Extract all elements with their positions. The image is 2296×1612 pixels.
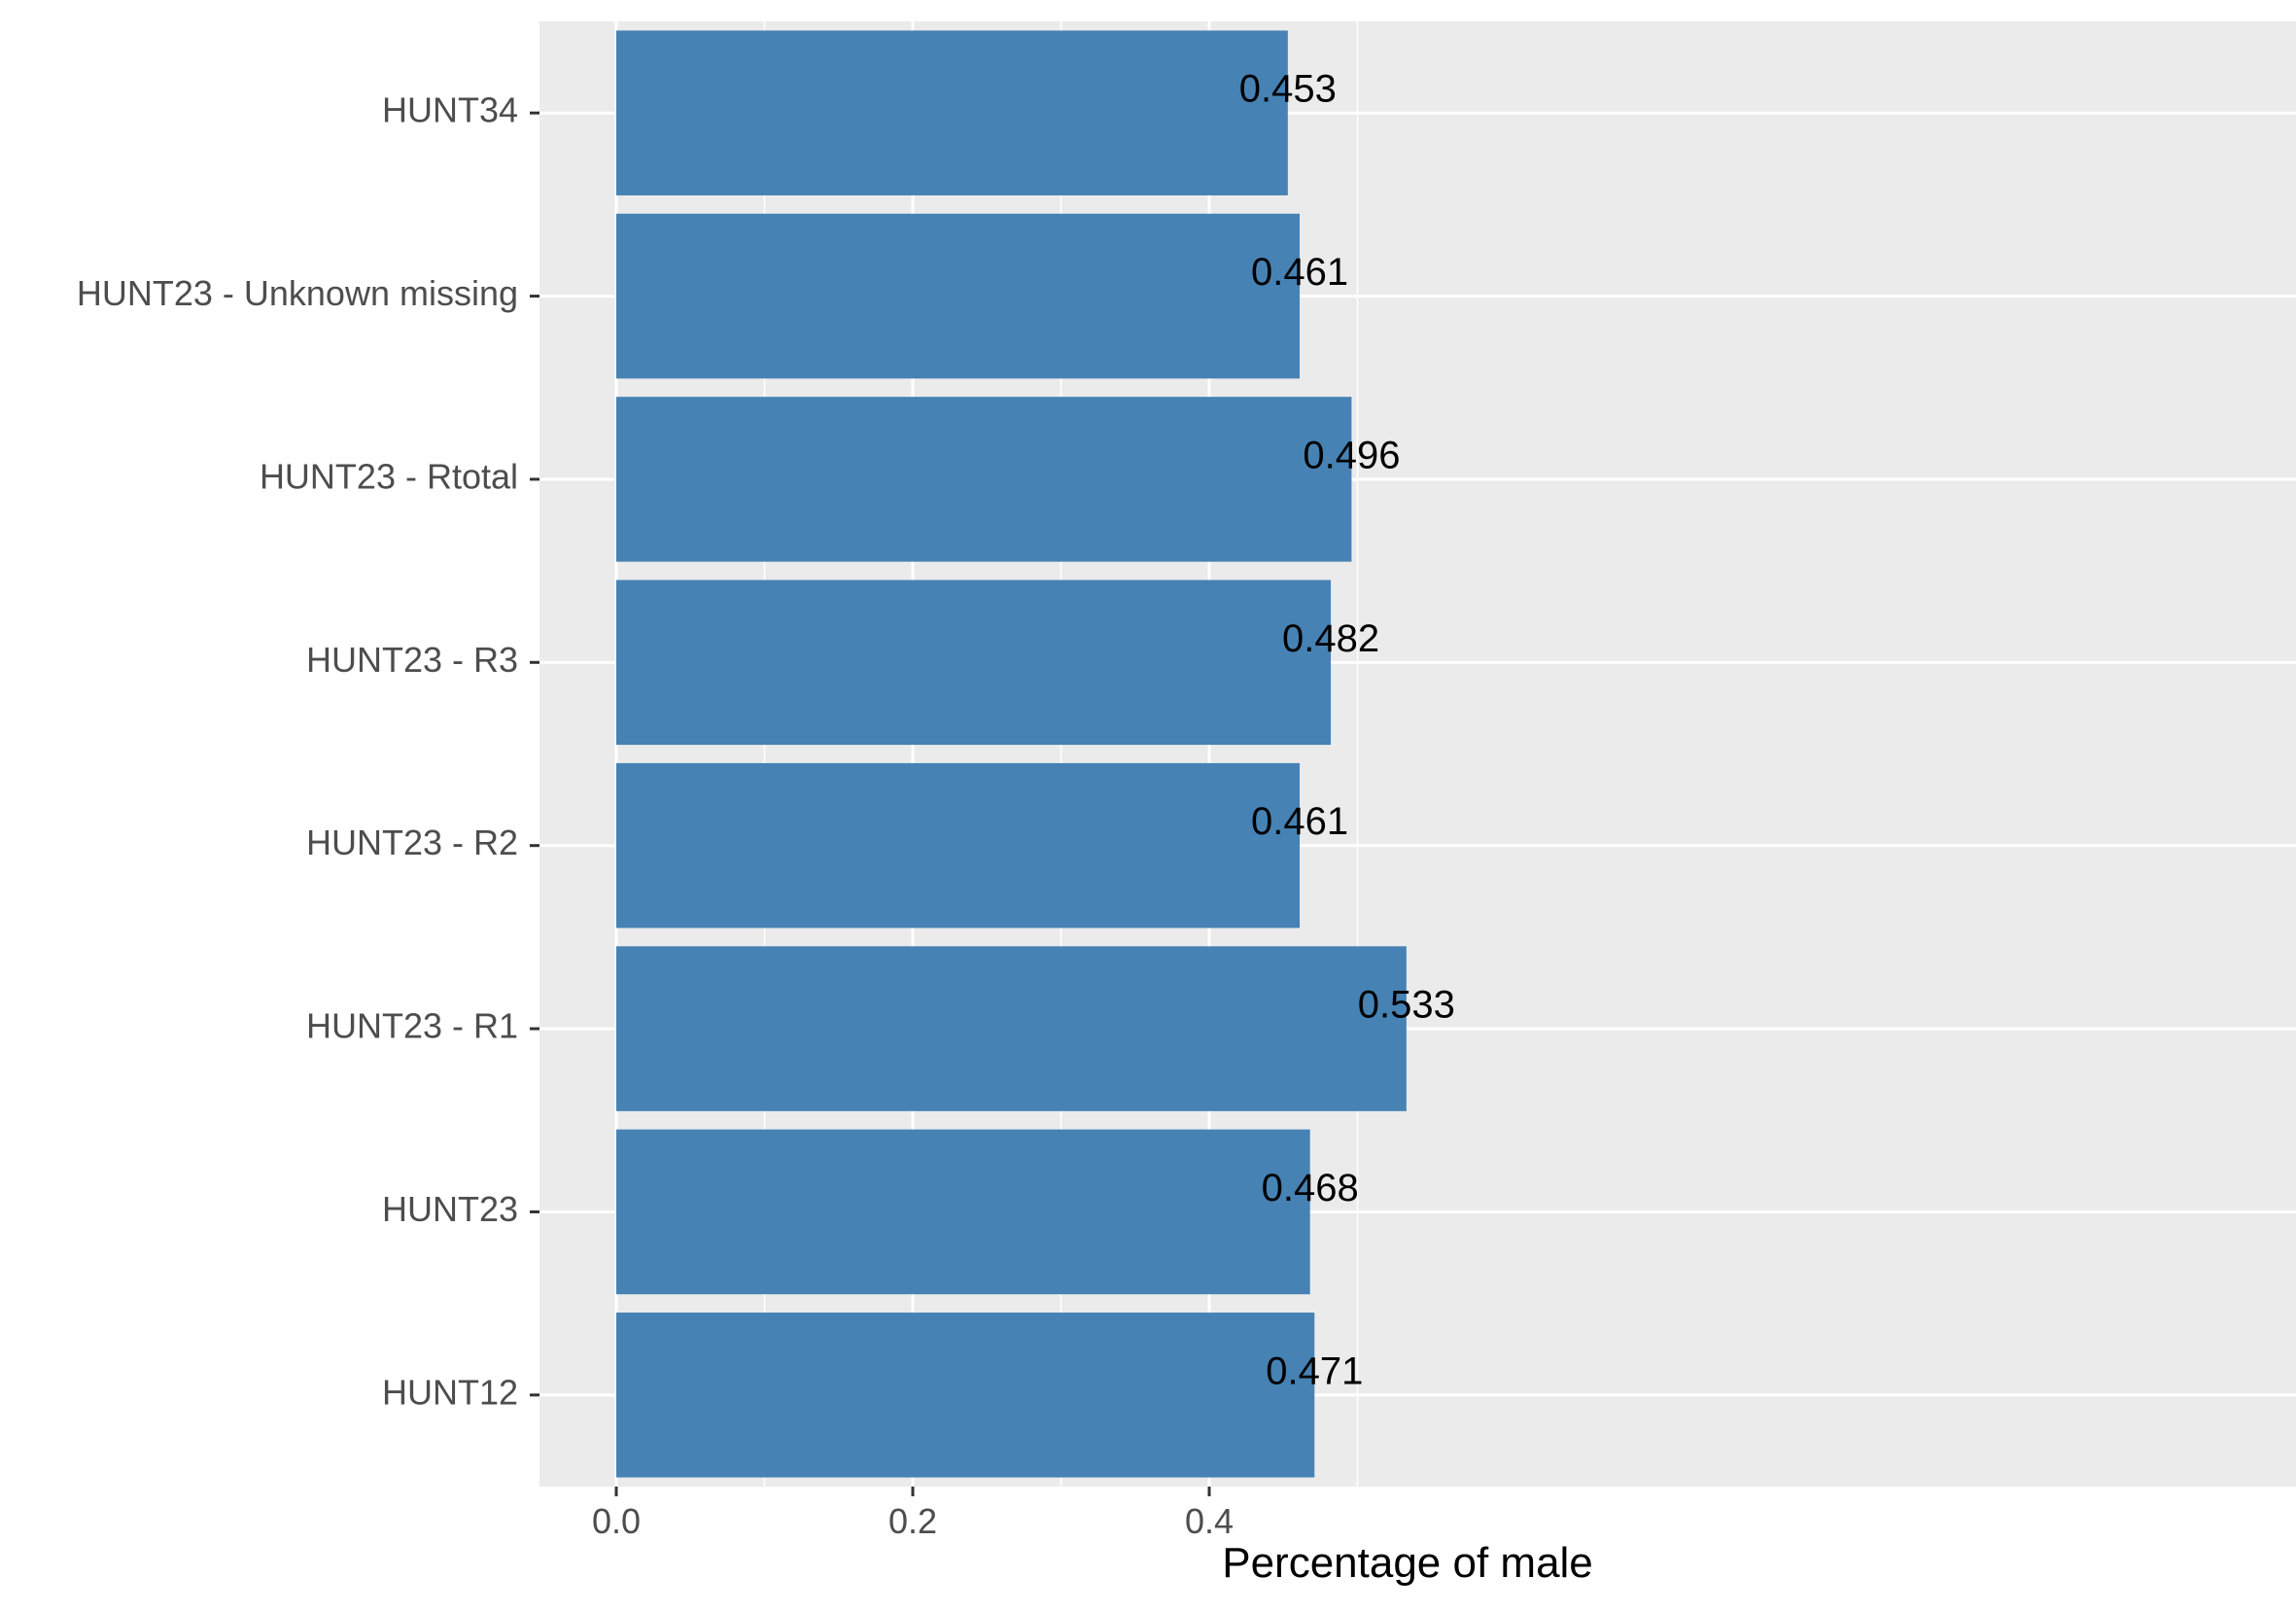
bar: [616, 946, 1407, 1111]
data-label: 0.461: [1251, 251, 1348, 294]
bar: [616, 762, 1301, 929]
x-tick-label: 0.0: [592, 1501, 641, 1541]
y-tick-label: HUNT23: [382, 1189, 518, 1229]
x-axis: 0.0 0.2 0.4: [592, 1487, 1234, 1541]
bar: [616, 1313, 1315, 1478]
data-label: 0.471: [1266, 1349, 1363, 1392]
bar: [616, 1129, 1310, 1295]
data-label: 0.468: [1262, 1167, 1359, 1209]
bar: [616, 30, 1288, 195]
y-tick-label: HUNT23 - Rtotal: [260, 456, 518, 496]
bar: [616, 213, 1301, 379]
x-tick-label: 0.2: [888, 1501, 937, 1541]
y-tick-label: HUNT23 - Unknown missing: [77, 273, 518, 313]
data-label: 0.496: [1303, 434, 1400, 476]
y-tick-label: HUNT12: [382, 1372, 518, 1412]
bar: [616, 579, 1332, 746]
data-label: 0.482: [1282, 617, 1379, 660]
y-tick-label: HUNT23 - R3: [306, 640, 518, 680]
data-labels: 0.453 0.461 0.496 0.482 0.461 0.533 0.468 0.471: [1239, 68, 1455, 1393]
data-label: 0.461: [1251, 800, 1348, 843]
y-tick-label: HUNT34: [382, 90, 518, 130]
y-axis: HUNT34 HUNT23 - Unknown missing HUNT23 - R…: [77, 90, 539, 1412]
y-tick-label: HUNT23 - R1: [306, 1006, 518, 1046]
bar: [616, 397, 1352, 562]
data-label: 0.453: [1239, 68, 1337, 111]
x-tick-label: 0.4: [1185, 1501, 1234, 1541]
x-axis-title: Percentage of male: [1222, 1539, 1593, 1587]
data-label: 0.533: [1358, 984, 1455, 1027]
bars: [616, 30, 1407, 1478]
y-tick-label: HUNT23 - R2: [306, 823, 518, 862]
